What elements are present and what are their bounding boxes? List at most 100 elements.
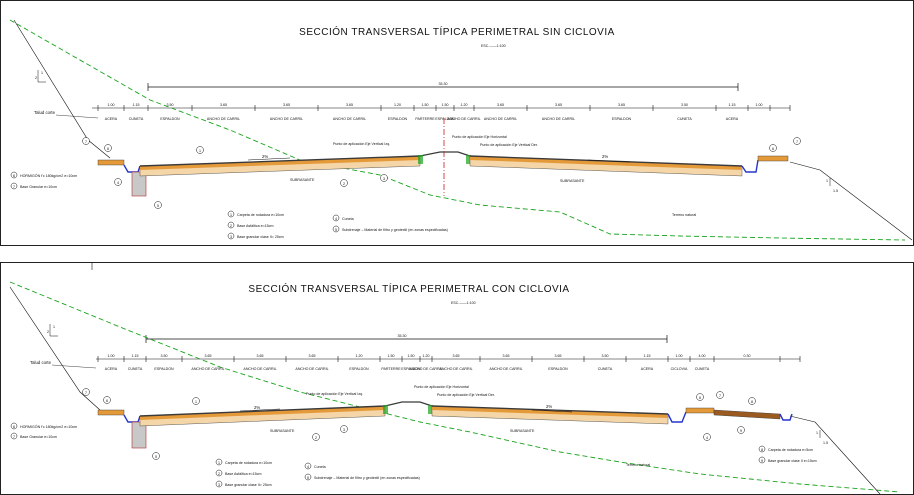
dimension-row-bottom: 1.00 1.15 3.50 3.65 3.65 3.65 1.20 1.50 1.50 1.20…: [96, 354, 801, 371]
svg-text:Base granular clase II= 25cm: Base granular clase II= 25cm: [225, 483, 272, 487]
bottom-dimension-value: 0.30: [744, 354, 751, 358]
svg-text:2: 2: [230, 224, 232, 228]
top-segment-label: ANCHO DE CARRIL: [542, 117, 575, 121]
top-segment-label: ESPALDON: [160, 117, 180, 121]
svg-text:3: 3: [230, 235, 232, 239]
sidewalk-left-bottom: [97, 409, 125, 416]
svg-text:Base Granular e=10cm: Base Granular e=10cm: [20, 185, 57, 189]
bottom-dimension-value: 3.65: [453, 354, 460, 358]
svg-text:1: 1: [826, 179, 828, 183]
svg-text:1.5: 1.5: [823, 441, 828, 445]
top-segment-label: PARTERRE: [415, 117, 435, 121]
rotation-point-center-bottom: Punto de aplicación Eje Horizontal: [414, 385, 469, 389]
top-dimension-value: 3.65: [346, 103, 353, 107]
bottom-segment-label: ACERA: [641, 367, 654, 371]
bottom-segment-label: ANCHO DE CARRIL: [439, 367, 472, 371]
slope-left-bottom: 2%: [254, 405, 260, 410]
top-dimension-value: 1.00: [108, 103, 115, 107]
legend-left-bottom: 6 HORMIGÓN f'c 180kg/cm2 e=10cm 7 Base G…: [10, 422, 77, 440]
callouts-top: 7 6 4 5 1 2 3 6 7: [82, 137, 801, 209]
svg-text:7: 7: [796, 140, 798, 144]
svg-text:1: 1: [230, 213, 232, 217]
bottom-dimension-value: 1.20: [423, 354, 430, 358]
cuneta-bike: [779, 413, 793, 421]
svg-text:4: 4: [117, 181, 119, 185]
svg-text:7: 7: [85, 391, 87, 395]
top-dimension-value: 3.50: [681, 103, 688, 107]
svg-text:2: 2: [343, 182, 345, 186]
bottom-segment-label: ANCHO DE CARRIL: [191, 367, 224, 371]
top-dimension-value: 3.65: [220, 103, 227, 107]
bottom-dimension-value: 3.50: [161, 354, 168, 358]
top-dimension-value: 3.65: [283, 103, 290, 107]
svg-text:Cuneta: Cuneta: [342, 217, 354, 221]
svg-text:6: 6: [13, 174, 15, 178]
bottom-dimension-value: 3.50: [602, 354, 609, 358]
svg-text:5: 5: [155, 455, 157, 459]
legend-bottom: 1 Carpeta de rodadura e=10cm 2 Base Asfá…: [215, 458, 420, 488]
svg-text:Base Asfáltica e=15cm: Base Asfáltica e=15cm: [225, 472, 261, 476]
title-bottom: SECCIÓN TRANSVERSAL TÍPICA PERIMETRAL CO…: [248, 282, 569, 295]
svg-text:7: 7: [13, 435, 15, 439]
svg-text:3: 3: [383, 177, 385, 181]
svg-text:Base granular clase II e=15cm: Base granular clase II e=15cm: [768, 459, 817, 463]
svg-text:Subdrenaje – Material de filtr: Subdrenaje – Material de filtro y geotex…: [342, 228, 448, 232]
svg-text:1: 1: [41, 71, 43, 75]
subdrain-left-bottom: [131, 421, 147, 449]
svg-text:6: 6: [13, 425, 15, 429]
top-segment-label: ANCHO DE CARRIL: [207, 117, 240, 121]
subrasante-right-bottom: SUBRASANTE: [510, 429, 535, 433]
rotation-point-right-bottom: Punto de aplicación Eje Vertical Der.: [437, 393, 495, 397]
subdrain-left: [131, 171, 147, 197]
slope-ratio-left: 2 1: [35, 70, 46, 83]
top-dimension-value: 3.65: [555, 103, 562, 107]
svg-text:7: 7: [85, 140, 87, 144]
bottom-segment-label: CUNETA: [128, 367, 143, 371]
svg-text:5: 5: [157, 204, 159, 208]
svg-text:8: 8: [761, 448, 763, 452]
scale-top: ESC.——1:100: [481, 44, 506, 48]
svg-text:2: 2: [315, 436, 317, 440]
sidewalk-right: [757, 155, 789, 162]
top-segment-label: ESPALDON: [435, 117, 455, 121]
top-segment-label: ACERA: [726, 117, 739, 121]
svg-text:1: 1: [195, 400, 197, 404]
top-segment-label: CUNETA: [129, 117, 144, 121]
rotation-point-left-bottom: Punto de aplicación Eje Vertical Izq.: [306, 392, 363, 396]
svg-text:5: 5: [335, 228, 337, 232]
slope-right-bottom: 2%: [546, 404, 552, 409]
bottom-segment-label: ANCHO DE CARRIL: [295, 367, 328, 371]
title-top: SECCIÓN TRANSVERSAL TÍPICA PERIMETRAL SI…: [299, 25, 615, 38]
natural-terrain-line-bottom: [9, 281, 901, 493]
svg-text:HORMIGÓN f'c 180kg/cm2 e=10cm: HORMIGÓN f'c 180kg/cm2 e=10cm: [20, 424, 77, 429]
bottom-dimension-value: 1.00: [108, 354, 115, 358]
svg-text:Base granular clase II= 25cm: Base granular clase II= 25cm: [237, 235, 284, 239]
svg-text:8: 8: [751, 400, 753, 404]
svg-text:1.5: 1.5: [833, 189, 838, 193]
top-dimension-value: 3.65: [497, 103, 504, 107]
top-dimension-value: 1.20: [461, 103, 468, 107]
svg-text:Subdrenaje – Material de filtr: Subdrenaje – Material de filtro y geotex…: [314, 476, 420, 480]
cuneta-right: [741, 159, 759, 173]
svg-text:9: 9: [761, 459, 763, 463]
svg-text:6: 6: [106, 399, 108, 403]
bottom-segment-label: CUNETA: [598, 367, 613, 371]
svg-text:5: 5: [307, 476, 309, 480]
bottom-segment-label: ESPALDON: [154, 367, 174, 371]
bottom-dimension-value: 1.15: [132, 354, 139, 358]
top-dimension-value: 1.50: [422, 103, 429, 107]
overall-dimension-bottom: 35.30: [145, 334, 668, 343]
bottom-segment-label: ACERA: [105, 367, 118, 371]
svg-text:3: 3: [218, 483, 220, 487]
talud-right-bottom: [789, 415, 881, 495]
bottom-dimension-value: 3.65: [309, 354, 316, 358]
bottom-segment-label: ANCHO DE CARRIL: [243, 367, 276, 371]
section-drawing-sin-ciclovia: SECCIÓN TRANSVERSAL TÍPICA PERIMETRAL SI…: [0, 0, 914, 246]
bottom-segment-label: CUNETA: [695, 367, 710, 371]
top-segment-label: ESPALDON: [388, 117, 408, 121]
rotation-point-right-top: Punto de aplicación Eje Vertical Der.: [480, 143, 538, 147]
dimension-row-top: 1.00 1.15 3.50 3.65 3.65 3.65 1.20 1.50 1.50 1.20…: [92, 103, 791, 121]
svg-text:6: 6: [772, 147, 774, 151]
talud-corte-label-bottom: Talud corte: [30, 360, 52, 365]
cuneta-right-bottom: [667, 411, 687, 423]
